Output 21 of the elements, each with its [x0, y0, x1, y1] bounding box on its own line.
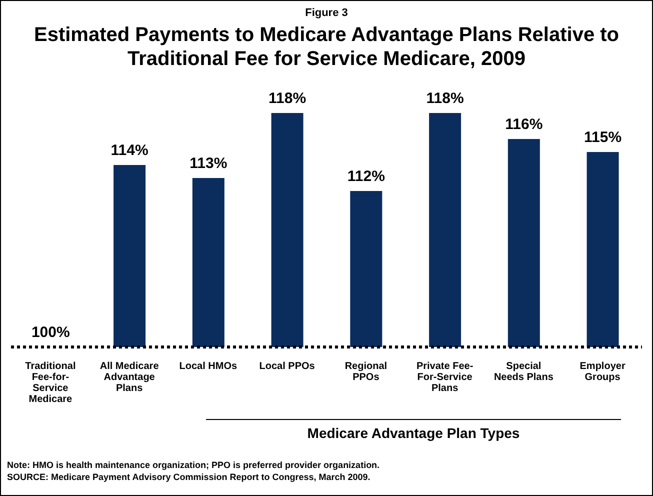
caption: Figure 3: [304, 7, 349, 19]
x-tick-label: Regional PPOs: [344, 361, 388, 383]
data-label: 115%: [584, 129, 622, 146]
data-label: 118%: [426, 90, 464, 107]
chart-title: Estimated Payments to Medicare Advantage Plans Relative to Traditional Fee for Service Medicare, 2009: [32, 23, 620, 71]
x-tick-label: Traditional Fee-for-Service Medicare: [25, 361, 76, 405]
x-tick-label: Private Fee-For-Service Plans: [416, 361, 474, 394]
x-tick-label: Local HMOs: [179, 361, 238, 372]
data-label: 112%: [347, 168, 385, 185]
data-label: 113%: [190, 155, 228, 172]
data-label: 118%: [268, 90, 306, 107]
data-label: 116%: [505, 116, 543, 133]
data-label: 114%: [110, 142, 148, 159]
text: Medicare Advantage Plan Types: [306, 425, 521, 441]
data-label: 100%: [31, 324, 70, 341]
text: Note: HMO is health maintenance organization; PPO is preferred provider organization.: [7, 459, 380, 471]
x-tick-label: Special Needs Plans: [494, 361, 554, 383]
x-tick-label: All Medicare Advantage Plans: [100, 361, 160, 394]
source-note: SOURCE: Medicare Payment Advisory Commission Report to Congress, March 2009.: [7, 471, 372, 483]
x-tick-label: Employer Groups: [580, 361, 626, 383]
x-tick-label: Local PPOs: [259, 361, 316, 372]
